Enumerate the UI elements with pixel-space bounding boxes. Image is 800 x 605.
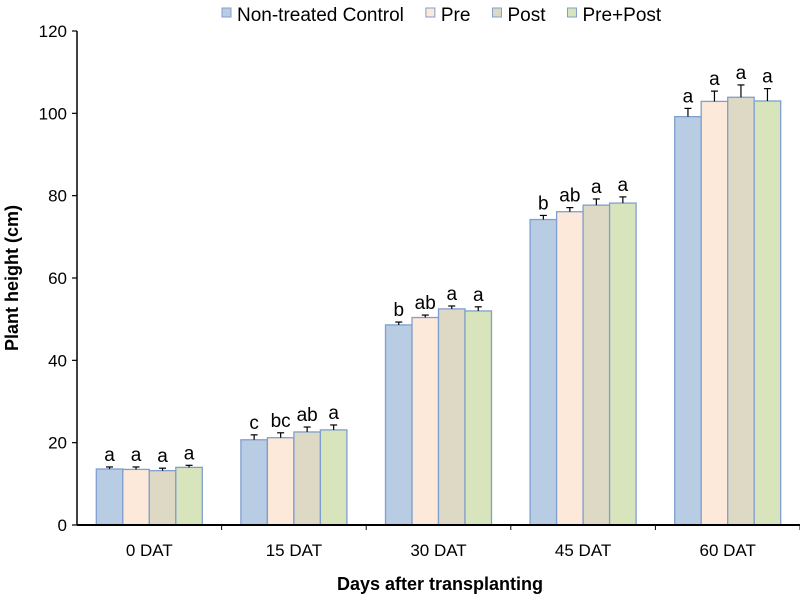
bar — [175, 466, 203, 526]
significance-letter: ab — [415, 293, 436, 314]
x-tick-label: 30 DAT — [410, 541, 466, 560]
y-tick-label: 0 — [58, 516, 67, 535]
significance-letter: a — [762, 67, 773, 88]
y-tick-label: 20 — [48, 434, 67, 453]
significance-letter: ab — [559, 186, 580, 207]
x-tick-label: 45 DAT — [555, 541, 611, 560]
significance-letter: a — [446, 284, 457, 305]
y-tick-label: 100 — [39, 104, 67, 123]
significance-letter: a — [591, 177, 602, 198]
bar — [240, 439, 269, 526]
bar — [464, 310, 493, 526]
significance-letter: bc — [271, 411, 291, 432]
y-tick-label: 80 — [48, 187, 67, 206]
legend-swatch — [221, 7, 232, 18]
bar — [384, 324, 413, 526]
x-tick-label: 0 DAT — [126, 541, 173, 560]
significance-letter: a — [473, 285, 484, 306]
significance-letter: ab — [297, 405, 318, 426]
bar — [437, 308, 466, 526]
legend-swatch — [425, 7, 436, 18]
significance-letter: a — [736, 63, 747, 84]
bar — [293, 431, 322, 526]
bar — [727, 96, 755, 526]
y-tick-label: 40 — [48, 351, 67, 370]
significance-letter: b — [538, 193, 549, 214]
bar — [122, 468, 150, 526]
bar — [529, 218, 558, 526]
significance-letter: a — [683, 86, 694, 107]
x-tick-label: 15 DAT — [266, 541, 322, 560]
significance-letter: c — [249, 413, 259, 434]
x-axis-label: Days after transplanting — [337, 574, 543, 594]
significance-letter: a — [157, 446, 168, 467]
bar — [266, 437, 295, 526]
legend: Non-treated Control Pre Post Pre+Post — [221, 5, 662, 26]
legend-label: Pre+Post — [582, 5, 661, 26]
legend-label: Post — [507, 5, 546, 26]
significance-letter: a — [131, 445, 142, 466]
x-tick-label: 60 DAT — [700, 541, 756, 560]
bar — [608, 202, 637, 526]
bar — [411, 316, 440, 526]
bar — [582, 204, 611, 526]
legend-label: Pre — [441, 5, 471, 26]
significance-letter: a — [328, 403, 339, 424]
bar — [148, 470, 177, 526]
y-tick-label: 120 — [39, 22, 67, 41]
axes: 0 20 40 60 80 100 120 0 DAT 15 DAT 30 DAT 45 DAT 60… — [39, 22, 800, 560]
y-tick-label: 60 — [48, 269, 67, 288]
significance-letter: b — [393, 300, 404, 321]
significance-letter: a — [184, 443, 195, 464]
legend-swatch — [491, 7, 502, 18]
bar — [753, 100, 782, 526]
legend-label: Non-treated Control — [237, 5, 404, 26]
bar — [674, 115, 702, 526]
significance-letter: a — [709, 69, 720, 90]
y-axis-label: Plant height (cm) — [2, 205, 22, 351]
bar — [95, 468, 124, 526]
significance-letter: a — [104, 445, 115, 466]
bars: a a a ac bc ab ab ab a ab ab a aaa a a — [95, 63, 782, 526]
significance-letter: a — [618, 175, 629, 196]
bar — [319, 429, 348, 526]
legend-swatch — [566, 7, 577, 18]
bar — [700, 100, 729, 526]
bar — [555, 211, 584, 526]
